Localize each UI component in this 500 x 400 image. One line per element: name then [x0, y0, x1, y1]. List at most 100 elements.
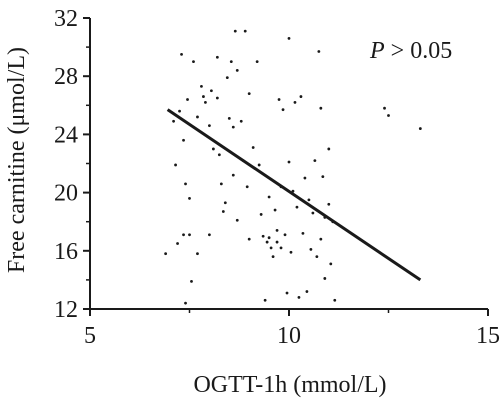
data-point	[317, 50, 321, 53]
data-point	[319, 106, 323, 110]
data-point	[297, 295, 301, 299]
data-point	[209, 89, 213, 93]
data-point	[275, 229, 279, 232]
data-point	[190, 279, 193, 283]
data-point	[219, 182, 223, 186]
data-point	[178, 109, 181, 113]
y-tick-label: 28	[54, 64, 78, 90]
regression-line	[166, 108, 422, 282]
data-point	[289, 250, 293, 254]
data-point	[327, 147, 331, 151]
data-point	[313, 159, 317, 162]
p-symbol: P	[369, 38, 385, 64]
data-point	[182, 138, 185, 142]
data-point	[180, 52, 183, 56]
data-point	[387, 114, 390, 117]
data-point	[186, 98, 189, 101]
data-point	[184, 182, 187, 186]
data-point	[269, 246, 273, 250]
data-point	[188, 197, 191, 200]
x-tick-label: 5	[84, 323, 96, 349]
data-point	[184, 301, 187, 305]
data-point	[229, 60, 233, 64]
data-point	[200, 84, 203, 88]
data-point	[279, 246, 283, 250]
data-point	[227, 116, 231, 120]
data-point	[217, 153, 221, 157]
data-point	[265, 240, 269, 244]
data-point	[202, 95, 205, 98]
data-point	[235, 218, 239, 222]
data-point	[215, 96, 219, 100]
data-point	[251, 146, 255, 149]
data-point	[333, 298, 337, 302]
data-point	[323, 277, 327, 280]
data-point	[208, 233, 211, 237]
data-point	[267, 195, 271, 199]
axes	[83, 17, 489, 316]
data-point	[273, 208, 277, 212]
data-point	[215, 55, 219, 59]
data-point	[172, 119, 175, 123]
data-point	[223, 201, 227, 205]
data-point	[225, 76, 229, 80]
x-axis-title: OGTT-1h (mmol/L)	[193, 372, 386, 398]
y-tick-label: 20	[54, 181, 78, 207]
p-value-text: > 0.05	[385, 38, 453, 64]
data-point	[327, 202, 331, 206]
data-point	[174, 163, 177, 167]
data-point	[307, 198, 311, 202]
y-tick-label: 16	[54, 239, 78, 265]
data-point	[281, 108, 285, 112]
data-point	[299, 95, 303, 98]
data-point	[418, 127, 422, 130]
data-point	[182, 233, 185, 237]
data-point	[164, 252, 168, 256]
data-point	[295, 205, 299, 209]
data-point	[196, 252, 199, 256]
tick-labels: 12 16 20 24 28 32 5 10 15	[54, 6, 500, 349]
data-point	[235, 68, 239, 72]
data-point	[221, 210, 225, 213]
data-point	[293, 100, 297, 104]
y-tick-label: 12	[54, 297, 78, 323]
data-point	[319, 237, 323, 241]
y-tick-label: 32	[54, 6, 78, 32]
data-point	[263, 298, 267, 302]
data-point	[283, 233, 287, 237]
data-point	[247, 92, 251, 96]
data-point	[271, 255, 275, 259]
p-value-annotation: P > 0.05	[369, 38, 452, 64]
data-point	[176, 242, 179, 245]
data-point	[287, 36, 291, 40]
data-point	[303, 176, 307, 180]
data-point	[204, 100, 207, 104]
regression-line-group	[166, 108, 422, 282]
data-points	[164, 29, 422, 305]
data-point	[259, 213, 263, 216]
data-point	[315, 255, 319, 259]
y-tick-label: 24	[54, 122, 78, 148]
x-tick-label: 15	[476, 323, 500, 349]
data-point	[255, 60, 259, 64]
data-point	[261, 234, 265, 238]
data-point	[208, 124, 211, 128]
data-point	[211, 147, 215, 151]
data-point	[301, 231, 305, 235]
data-point	[287, 160, 291, 164]
data-point	[239, 119, 243, 123]
data-point	[243, 29, 247, 33]
data-point	[196, 115, 199, 119]
data-point	[231, 125, 235, 129]
data-point	[305, 290, 309, 293]
data-point	[247, 237, 251, 241]
data-point	[285, 291, 289, 295]
data-point	[275, 240, 279, 244]
x-tick-label: 10	[277, 323, 301, 349]
data-point	[267, 236, 271, 240]
data-point	[192, 60, 195, 64]
data-point	[245, 185, 249, 189]
data-point	[188, 233, 191, 237]
data-point	[321, 175, 325, 178]
